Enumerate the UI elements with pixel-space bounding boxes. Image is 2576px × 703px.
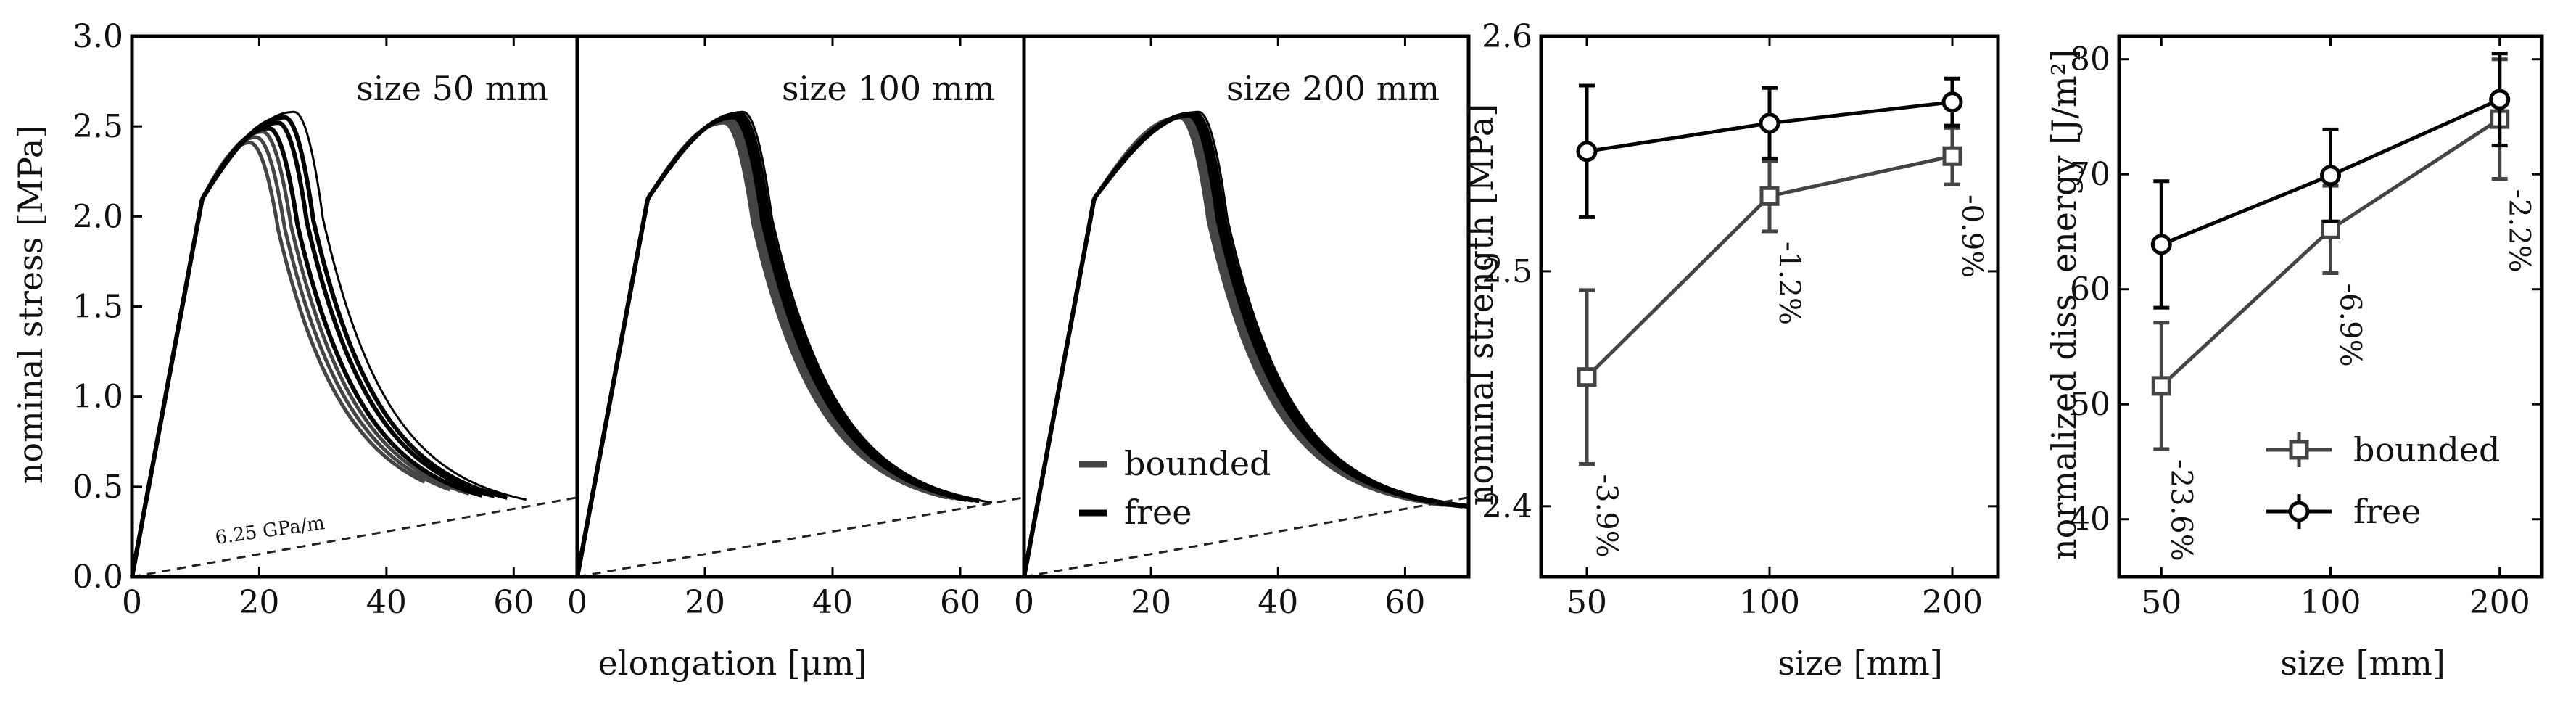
strength-annotation: -3.9% bbox=[1590, 474, 1623, 558]
x-tick-label: 20 bbox=[685, 584, 725, 621]
x-tick-label: 60 bbox=[1384, 584, 1425, 621]
stress-curve-free bbox=[131, 110, 527, 577]
legend-bounded-marker bbox=[2289, 440, 2309, 460]
stress-curve-bounded bbox=[575, 117, 961, 577]
y-tick-label: 2.0 bbox=[73, 198, 123, 235]
y-tick-label: 3.0 bbox=[73, 18, 123, 55]
legend-free-label: free bbox=[1124, 493, 1192, 532]
stress-curve-bounded bbox=[1022, 115, 1444, 577]
y-tick-label: 2.5 bbox=[1482, 253, 1532, 290]
x-tick-label: 50 bbox=[1566, 584, 1607, 621]
plot-frame bbox=[1022, 34, 1471, 579]
legend-free-label: free bbox=[2353, 492, 2421, 531]
data-point-free bbox=[2489, 89, 2511, 110]
y-tick-label: 0.0 bbox=[73, 559, 123, 596]
x-tick-label: 0 bbox=[1014, 584, 1034, 621]
legend-free-marker bbox=[2288, 501, 2310, 522]
x-tick-label: 20 bbox=[1131, 584, 1171, 621]
x-tick-label: 60 bbox=[940, 584, 981, 621]
unloading-slope-annotation: 6.25 GPa/m bbox=[214, 512, 326, 549]
energy-panel: -23.6% -6.9% -2.2% 50 100 200 40 50 60 70 80 bbox=[2070, 34, 2544, 621]
data-point-bounded bbox=[1942, 146, 1962, 166]
x-tick-label: 60 bbox=[493, 584, 534, 621]
stress-curve-bounded bbox=[1022, 113, 1456, 577]
stress-curve-free bbox=[575, 115, 967, 577]
stress-curve-bounded bbox=[130, 141, 426, 577]
stress-curve-free bbox=[130, 126, 483, 577]
data-point-free bbox=[1759, 112, 1780, 134]
strength-annotation: -1.2% bbox=[1772, 242, 1806, 325]
stress-y-axis-label: nominal stress [MPa] bbox=[11, 126, 50, 484]
panel-title-200: size 200 mm bbox=[1226, 69, 1440, 108]
energy-annotation: -2.2% bbox=[2503, 189, 2536, 273]
y-tick-label: 1.5 bbox=[73, 289, 123, 326]
strength-panel: -3.9% -1.2% -0.9% 50 100 200 2.4 2.5 2.6 bbox=[1482, 18, 2000, 621]
y-tick-label: 2.4 bbox=[1482, 488, 1532, 525]
data-point-bounded bbox=[2151, 376, 2171, 396]
stress-curve-free bbox=[1023, 110, 1469, 577]
y-tick-label: 60 bbox=[2070, 271, 2110, 308]
energy-x-axis-label: size [mm] bbox=[2280, 644, 2445, 683]
panel-title-50: size 50 mm bbox=[356, 69, 548, 108]
y-tick-label: 70 bbox=[2070, 156, 2110, 193]
x-tick-label: 200 bbox=[2469, 584, 2530, 621]
x-tick-label: 40 bbox=[366, 584, 407, 621]
legend-bounded-label: bounded bbox=[1124, 444, 1271, 483]
x-tick-label: 20 bbox=[239, 584, 279, 621]
x-tick-label: 0 bbox=[567, 584, 587, 621]
stress-panel-200: 0 20 40 60 bbox=[1014, 34, 1471, 621]
unloading-line bbox=[1023, 496, 1469, 578]
y-tick-label: 2.6 bbox=[1482, 18, 1532, 55]
data-point-free bbox=[1576, 141, 1598, 163]
y-tick-label: 0.5 bbox=[73, 469, 123, 506]
x-tick-label: 50 bbox=[2141, 584, 2181, 621]
elongation-x-axis-label: elongation [μm] bbox=[598, 644, 867, 683]
x-tick-label: 40 bbox=[812, 584, 853, 621]
stress-curve-free bbox=[1022, 113, 1464, 577]
data-point-free bbox=[2150, 234, 2172, 255]
x-tick-label: 100 bbox=[1739, 584, 1800, 621]
legend-bounded-label: bounded bbox=[2353, 430, 2501, 469]
unloading-line bbox=[577, 496, 1025, 578]
unloading-line bbox=[131, 496, 578, 578]
strength-y-axis-label: nominal strength [MPa] bbox=[1461, 104, 1500, 506]
energy-y-axis-label: normalized diss. energy [J/m²] bbox=[2044, 49, 2084, 560]
strength-annotation: -0.9% bbox=[1955, 194, 1989, 278]
strength-x-axis-label: size [mm] bbox=[1778, 644, 1943, 683]
panel-title-100: size 100 mm bbox=[782, 69, 995, 108]
stress-curve-free bbox=[575, 111, 981, 577]
y-tick-label: 1.0 bbox=[73, 379, 123, 416]
y-tick-label: 40 bbox=[2070, 501, 2110, 538]
data-point-bounded bbox=[2321, 219, 2340, 239]
energy-annotation: -6.9% bbox=[2334, 284, 2367, 367]
stress-curve-bounded bbox=[1022, 115, 1450, 577]
stress-legend: bounded free bbox=[1079, 444, 1271, 532]
x-tick-label: 40 bbox=[1258, 584, 1298, 621]
stress-curve-free bbox=[575, 113, 974, 577]
y-tick-label: 2.5 bbox=[73, 108, 123, 145]
stress-curve-bounded bbox=[130, 130, 470, 577]
energy-legend: bounded free bbox=[2266, 430, 2501, 531]
data-point-bounded bbox=[1759, 186, 1780, 206]
x-tick-label: 0 bbox=[122, 584, 142, 621]
data-point-free bbox=[1941, 91, 1963, 113]
stress-panel-50: 0 20 40 60 0.0 0.5 1.0 1.5 2.0 2.5 3.0 bbox=[73, 18, 579, 621]
data-point-bounded bbox=[1577, 367, 1597, 387]
stress-curve-bounded bbox=[130, 135, 451, 577]
stress-curve-free bbox=[576, 110, 993, 577]
x-tick-label: 100 bbox=[2300, 584, 2361, 621]
y-tick-label: 50 bbox=[2070, 386, 2110, 423]
stress-panel-100: 0 20 40 60 bbox=[567, 34, 1026, 621]
energy-annotation: -23.6% bbox=[2164, 459, 2197, 562]
data-point-free bbox=[2320, 165, 2341, 186]
x-tick-label: 200 bbox=[1922, 584, 1983, 621]
y-tick-label: 80 bbox=[2070, 41, 2110, 78]
